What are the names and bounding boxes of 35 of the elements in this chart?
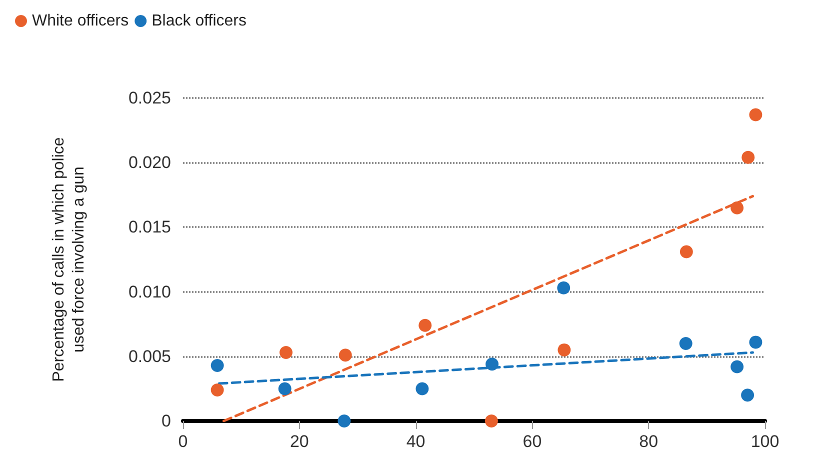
point — [416, 382, 429, 396]
point — [280, 346, 293, 360]
y-tick-label: 0.005 — [128, 346, 171, 366]
x-tick-label: 60 — [522, 432, 542, 451]
point — [484, 414, 498, 428]
x-tick-label: 40 — [406, 432, 426, 451]
y-axis-title: Percentage of calls in which police used force involving a gun — [50, 137, 88, 382]
point — [278, 382, 292, 396]
y-tick-label: 0.010 — [128, 282, 171, 302]
point — [210, 358, 224, 372]
point — [749, 108, 762, 122]
point — [749, 336, 762, 349]
point — [741, 388, 754, 402]
x-tick-label: 100 — [750, 432, 780, 451]
legend-label: Black officers — [152, 12, 246, 30]
x-tick-label: 80 — [639, 432, 658, 451]
y-tick-label: 0.025 — [128, 88, 171, 108]
point — [418, 318, 432, 332]
legend-label: White officers — [32, 12, 129, 30]
y-tick-label: 0 — [162, 412, 171, 430]
point — [742, 150, 755, 164]
point — [486, 358, 499, 371]
point — [210, 383, 224, 396]
x-tick-label: 0 — [178, 432, 188, 451]
point — [730, 360, 744, 374]
point — [338, 414, 351, 428]
x-tick-label: 20 — [290, 432, 309, 451]
point — [558, 343, 571, 356]
point — [338, 348, 352, 362]
point — [679, 336, 692, 350]
y-tick-label: 0.015 — [128, 218, 171, 237]
point — [680, 245, 693, 258]
point — [557, 281, 570, 294]
y-tick-label: 0.020 — [128, 153, 171, 172]
point — [730, 201, 744, 214]
